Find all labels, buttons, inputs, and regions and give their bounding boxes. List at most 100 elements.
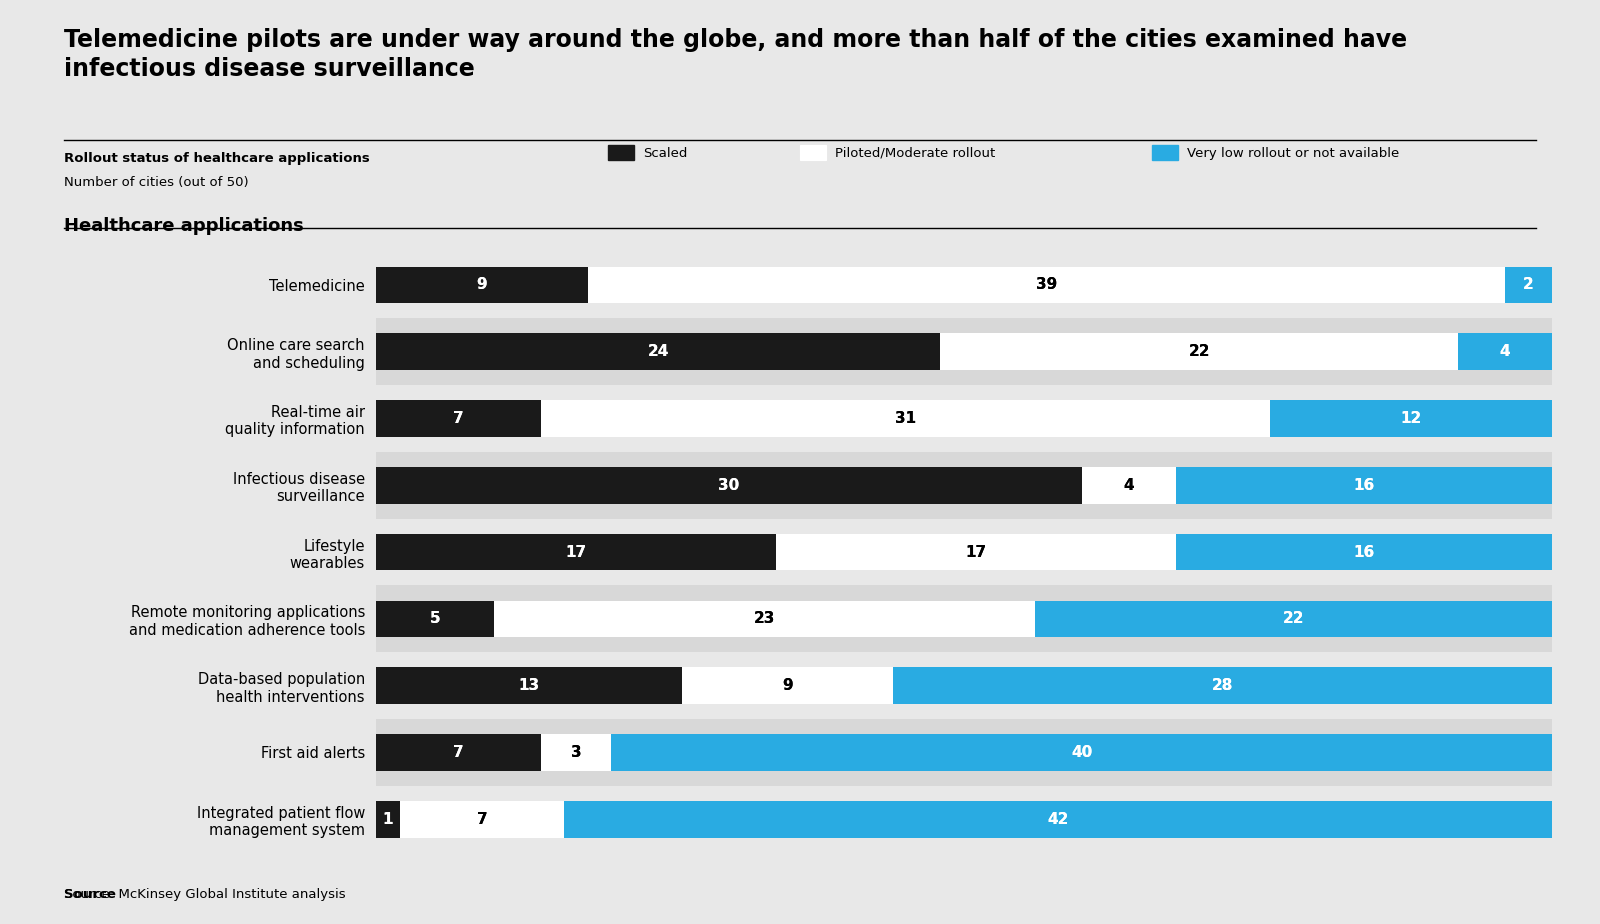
Bar	[1506, 266, 1552, 303]
Text: Piloted/Moderate rollout: Piloted/Moderate rollout	[835, 147, 995, 160]
Text: 30: 30	[718, 478, 739, 492]
Text: 9: 9	[782, 678, 794, 693]
Text: 4: 4	[1123, 478, 1134, 492]
Bar	[376, 601, 493, 638]
Text: 9: 9	[477, 277, 486, 292]
Bar	[376, 467, 1082, 504]
Bar	[587, 266, 1506, 303]
Bar	[1176, 467, 1552, 504]
Text: 16: 16	[1354, 544, 1374, 560]
Text: 39: 39	[1035, 277, 1058, 292]
Text: 3: 3	[571, 745, 581, 760]
Bar	[376, 251, 1552, 319]
Bar	[376, 601, 493, 638]
Bar	[376, 266, 587, 303]
Bar	[376, 452, 1552, 518]
Bar	[376, 518, 1552, 586]
Text: 5: 5	[429, 612, 440, 626]
Text: 17: 17	[565, 544, 587, 560]
Bar	[376, 534, 776, 570]
Bar	[376, 534, 776, 570]
Bar	[587, 266, 1506, 303]
Bar	[541, 734, 611, 771]
Bar	[941, 334, 1458, 371]
Text: 22: 22	[1283, 612, 1304, 626]
Bar	[1270, 400, 1552, 437]
Bar	[376, 734, 541, 771]
Text: 24: 24	[648, 345, 669, 359]
Text: 28: 28	[1213, 678, 1234, 693]
Bar	[376, 667, 682, 704]
Text: 12: 12	[1400, 411, 1421, 426]
Text: 22: 22	[1189, 345, 1210, 359]
Text: 16: 16	[1354, 544, 1374, 560]
Text: 40: 40	[1070, 745, 1093, 760]
Text: 24: 24	[648, 345, 669, 359]
Bar	[1176, 467, 1552, 504]
Text: 9: 9	[782, 678, 794, 693]
Text: 17: 17	[965, 544, 986, 560]
Text: 4: 4	[1499, 345, 1510, 359]
Text: Telemedicine pilots are under way around the globe, and more than half of the ci: Telemedicine pilots are under way around…	[64, 28, 1406, 81]
Text: 7: 7	[453, 411, 464, 426]
Bar	[493, 601, 1035, 638]
Bar	[541, 400, 1270, 437]
Text: 1: 1	[382, 812, 394, 827]
Bar	[376, 652, 1552, 719]
Bar	[941, 334, 1458, 371]
Bar	[493, 601, 1035, 638]
Text: 31: 31	[894, 411, 915, 426]
Bar	[541, 400, 1270, 437]
Bar	[1082, 467, 1176, 504]
Bar	[376, 467, 1082, 504]
Text: 22: 22	[1283, 612, 1304, 626]
Bar	[682, 667, 893, 704]
Bar	[1035, 601, 1552, 638]
Text: 17: 17	[565, 544, 587, 560]
Text: 7: 7	[453, 745, 464, 760]
Text: 2: 2	[1523, 277, 1534, 292]
Bar	[893, 667, 1552, 704]
Bar	[565, 801, 1552, 838]
Text: 40: 40	[1070, 745, 1093, 760]
Bar	[776, 534, 1176, 570]
Text: 7: 7	[453, 745, 464, 760]
Text: 7: 7	[477, 812, 486, 827]
Bar	[1458, 334, 1552, 371]
Text: 9: 9	[477, 277, 486, 292]
Text: 17: 17	[965, 544, 986, 560]
Bar	[682, 667, 893, 704]
Text: 5: 5	[429, 612, 440, 626]
Bar	[376, 785, 1552, 853]
Bar	[1176, 534, 1552, 570]
Bar	[400, 801, 565, 838]
Bar	[776, 534, 1176, 570]
Bar	[376, 385, 1552, 452]
Bar	[376, 801, 400, 838]
Bar	[541, 734, 611, 771]
Bar	[1035, 601, 1552, 638]
Bar	[376, 334, 941, 371]
Bar	[376, 400, 541, 437]
Text: 7: 7	[477, 812, 486, 827]
Bar	[400, 801, 565, 838]
Text: 4: 4	[1499, 345, 1510, 359]
Bar	[376, 719, 1552, 785]
Text: Source: McKinsey Global Institute analysis: Source: McKinsey Global Institute analys…	[64, 888, 346, 901]
Text: 23: 23	[754, 612, 774, 626]
Bar	[376, 334, 941, 371]
Bar	[376, 400, 541, 437]
Bar	[376, 319, 1552, 385]
Text: Scaled: Scaled	[643, 147, 688, 160]
Bar	[376, 586, 1552, 652]
Text: 39: 39	[1035, 277, 1058, 292]
Text: 42: 42	[1048, 812, 1069, 827]
Bar	[376, 734, 541, 771]
Text: 31: 31	[894, 411, 915, 426]
Text: 7: 7	[453, 411, 464, 426]
Text: 22: 22	[1189, 345, 1210, 359]
Text: 1: 1	[382, 812, 394, 827]
Bar	[611, 734, 1552, 771]
Bar	[565, 801, 1552, 838]
Text: 42: 42	[1048, 812, 1069, 827]
